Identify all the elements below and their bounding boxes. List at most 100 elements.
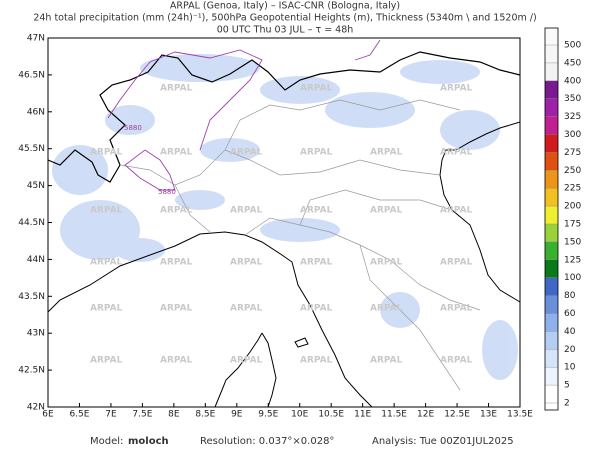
footer-resolution: Resolution: 0.037°×0.028° [200, 436, 334, 447]
y-tick-label: 45.5N [18, 144, 45, 154]
colorbar-segment [545, 80, 558, 99]
watermark: ARPAL [160, 148, 193, 158]
colorbar-segment [545, 28, 558, 45]
watermark: ARPAL [370, 356, 403, 366]
watermark: ARPAL [370, 304, 403, 314]
colorbar-label: 400 [564, 76, 581, 86]
watermark: ARPAL [440, 356, 473, 366]
watermark: ARPAL [440, 206, 473, 216]
x-tick-label: 13.5E [507, 410, 533, 420]
watermark: ARPAL [160, 206, 193, 216]
watermark: ARPAL [440, 84, 473, 94]
colorbar: 2 5 10 20 40 60 80 100 125 150 175 200 225 250 275 300 3… [544, 27, 581, 411]
y-tick-label: 47N [27, 34, 45, 44]
watermark: ARPAL [230, 258, 263, 268]
colorbar-segment [545, 331, 558, 350]
title-line: 24h total precipitation (mm (24h)⁻¹), 50… [33, 13, 536, 24]
precip-field [52, 54, 518, 380]
watermark: ARPAL [370, 258, 403, 268]
watermark: ARPAL [160, 304, 193, 314]
map-area: 5880 5880 ARPAL ARPAL ARPAL ARPAL ARPAL ARPAL… [47, 37, 521, 408]
watermark: ARPAL [300, 206, 333, 216]
colorbar-label: 450 [564, 58, 581, 68]
y-tick-label: 44.5N [18, 218, 45, 228]
watermark: ARPAL [230, 206, 263, 216]
title-line: ARPAL (Genoa, Italy) – ISAC-CNR (Bologna… [170, 1, 400, 12]
colorbar-label: 275 [564, 148, 581, 158]
colorbar-segment [545, 385, 558, 403]
x-tick-label: 9.5E [258, 410, 278, 420]
footer-analysis: Analysis: Tue 00Z01JUL2025 [372, 436, 514, 447]
colorbar-label: 40 [564, 327, 576, 337]
coastline [47, 51, 521, 408]
watermark: ARPAL [90, 304, 123, 314]
contour-label: 5880 [124, 124, 142, 132]
colorbar-segment [545, 170, 558, 189]
watermark: ARPAL [300, 304, 333, 314]
colorbar-segment [545, 62, 558, 81]
colorbar-label: 225 [564, 184, 581, 194]
watermark: ARPAL [440, 148, 473, 158]
watermark: ARPAL [300, 84, 333, 94]
title-line: 00 UTC Thu 03 JUL – τ = 48h [217, 25, 354, 36]
footer-model-label: Model: [90, 436, 123, 447]
colorbar-label: 80 [564, 291, 576, 301]
y-tick-label: 43.5N [18, 292, 45, 302]
footer-model: moloch [128, 436, 169, 447]
watermark: ARPAL [230, 356, 263, 366]
x-tick-label: 10E [291, 410, 308, 420]
colorbar-segment [545, 45, 558, 63]
colorbar-label: 350 [564, 94, 581, 104]
colorbar-label: 5 [564, 381, 570, 391]
watermark: ARPAL [300, 356, 333, 366]
colorbar-label: 250 [564, 166, 581, 176]
colorbar-label: 150 [564, 237, 581, 247]
watermark: ARPAL [440, 258, 473, 268]
x-tick-label: 6.5E [69, 410, 89, 420]
geopotential-contour [107, 39, 381, 191]
colorbar-frame [544, 27, 559, 411]
colorbar-segment [545, 259, 558, 278]
colorbar-label: 500 [564, 41, 581, 51]
y-tick-label: 46N [27, 107, 45, 117]
colorbar-segment [545, 224, 558, 242]
colorbar-segment [545, 367, 558, 386]
y-tick-label: 44N [27, 255, 45, 265]
colorbar-segment [545, 277, 558, 296]
colorbar-label: 100 [564, 273, 581, 283]
admin-borders [119, 99, 481, 391]
colorbar-segment [545, 295, 558, 314]
contour-label: 5880 [158, 188, 176, 196]
x-tick-label: 13E [480, 410, 497, 420]
colorbar-label: 325 [564, 112, 581, 122]
colorbar-segment [545, 349, 558, 368]
watermark: ARPAL [300, 148, 333, 158]
watermark: ARPAL [90, 206, 123, 216]
watermark: ARPAL [230, 148, 263, 158]
y-tick-label: 45N [27, 181, 45, 191]
watermark: ARPAL [90, 148, 123, 158]
colorbar-segment [545, 241, 558, 260]
x-tick-label: 10.5E [318, 410, 344, 420]
y-tick-label: 42.5N [18, 366, 45, 376]
y-tick-label: 42N [27, 403, 45, 413]
colorbar-segment [545, 98, 558, 117]
colorbar-label: 60 [564, 309, 576, 319]
axes: 6E 6.5E 7E 7.5E 8E 8.5E 9E 9.5E 10E 10.5E 11E 11.5E… [18, 34, 533, 420]
x-tick-label: 7.5E [132, 410, 152, 420]
x-tick-label: 12E [417, 410, 434, 420]
colorbar-label: 175 [564, 220, 581, 230]
colorbar-label: 2 [564, 399, 570, 409]
watermark: ARPAL [300, 258, 333, 268]
watermarks: ARPAL ARPAL ARPAL ARPAL ARPAL ARPAL ARPAL ARPAL… [90, 84, 473, 366]
colorbar-segment [545, 134, 558, 153]
watermark: ARPAL [440, 304, 473, 314]
colorbar-segment [545, 206, 558, 224]
watermark: ARPAL [370, 206, 403, 216]
x-tick-label: 9E [231, 410, 243, 420]
x-tick-label: 7E [105, 410, 117, 420]
x-tick-label: 6E [42, 410, 54, 420]
colorbar-label: 200 [564, 202, 581, 212]
watermark: ARPAL [160, 258, 193, 268]
y-tick-label: 43N [27, 329, 45, 339]
